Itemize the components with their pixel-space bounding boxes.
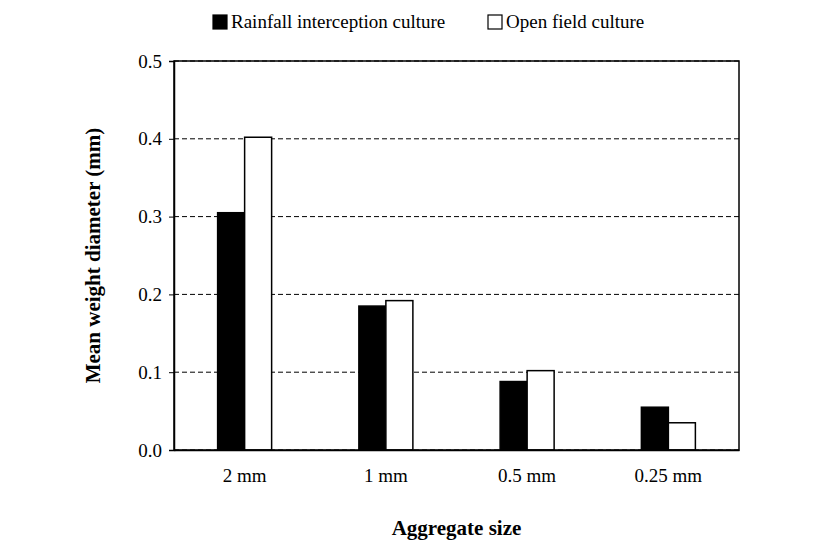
y-tick: 0.1 — [138, 362, 174, 383]
x-tick: 0.25 mm — [635, 450, 703, 486]
x-axis-title: Aggregate size — [392, 516, 522, 540]
y-tick-label: 0.5 — [138, 51, 162, 72]
grid — [174, 61, 739, 450]
chart: 0.0 0.1 0.2 0.3 0.4 0.5 2 mm 1 mm 0.5 mm 0.25 mm A… — [0, 0, 814, 549]
bars — [218, 137, 696, 450]
bar — [359, 306, 386, 450]
y-tick-mark — [169, 294, 174, 295]
y-tick-label: 0.4 — [138, 128, 162, 149]
legend-swatch — [213, 15, 227, 29]
x-tick-label: 0.25 mm — [635, 465, 703, 486]
bar — [668, 423, 695, 450]
bar — [386, 301, 413, 450]
y-axis-line — [169, 62, 175, 451]
plot: 0.0 0.1 0.2 0.3 0.4 0.5 2 mm 1 mm 0.5 mm 0.25 mm — [138, 51, 739, 486]
y-tick: 0.4 — [138, 128, 174, 149]
x-tick-label: 0.5 mm — [498, 465, 556, 486]
y-tick: 0.5 — [138, 51, 174, 72]
y-tick-label: 0.3 — [138, 206, 162, 227]
x-axis: 2 mm 1 mm 0.5 mm 0.25 mm — [175, 450, 740, 486]
x-tick: 1 mm — [364, 450, 408, 486]
plot-frame — [174, 61, 739, 450]
y-tick: 0.0 — [138, 440, 174, 461]
y-tick: 0.3 — [138, 206, 174, 227]
legend-label: Rainfall interception culture — [231, 11, 445, 32]
y-axis-title: Mean weight diameter (mm) — [81, 128, 105, 384]
x-tick-label: 2 mm — [223, 465, 267, 486]
x-tick-label: 1 mm — [364, 465, 408, 486]
x-tick: 2 mm — [223, 450, 267, 486]
y-tick: 0.2 — [138, 284, 174, 305]
y-tick-label: 0.0 — [138, 440, 162, 461]
y-tick-mark — [169, 217, 174, 218]
y-tick-mark — [169, 372, 174, 373]
y-tick-mark — [169, 450, 174, 451]
y-tick-mark — [169, 139, 174, 140]
bar — [218, 213, 245, 450]
y-tick-label: 0.2 — [138, 284, 162, 305]
legend-swatch — [488, 15, 502, 29]
legend-label: Open field culture — [506, 11, 644, 32]
bar — [500, 382, 527, 450]
bar — [527, 371, 554, 450]
bar — [245, 137, 272, 450]
y-tick-mark — [169, 61, 174, 62]
x-tick: 0.5 mm — [498, 450, 556, 486]
y-axis: 0.0 0.1 0.2 0.3 0.4 0.5 — [138, 51, 174, 461]
bar — [641, 407, 668, 450]
x-axis-line — [175, 450, 740, 452]
legend: Rainfall interception culture Open field … — [213, 11, 644, 32]
y-tick-label: 0.1 — [138, 362, 162, 383]
